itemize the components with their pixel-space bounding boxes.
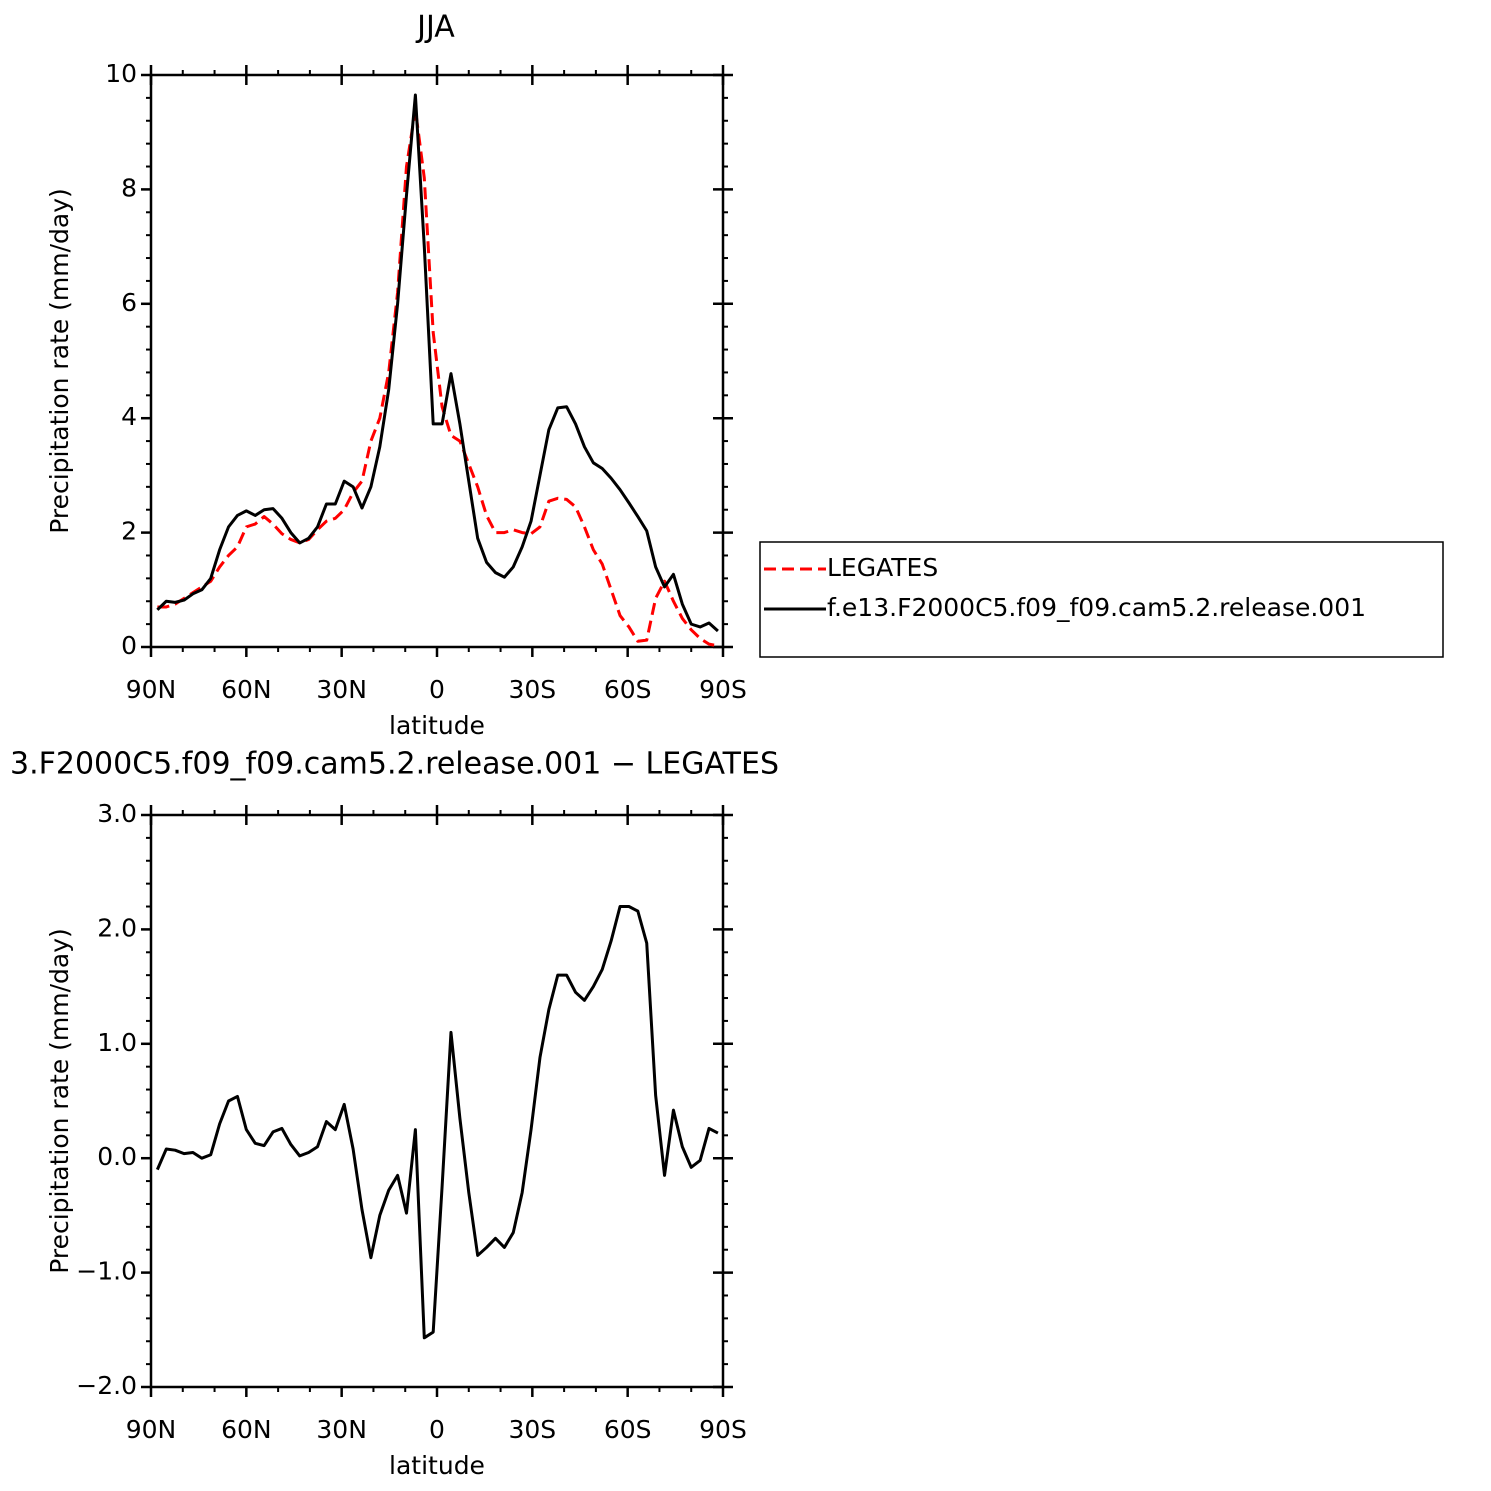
plot-frame: [149, 73, 725, 649]
x-tick-label: 90N: [126, 1415, 177, 1444]
legend-box: [759, 541, 1444, 658]
x-tick-label: 0: [429, 1415, 445, 1444]
data-line: [157, 107, 719, 648]
y-tick-label: 1.0: [97, 1028, 137, 1057]
x-axis-label: latitude: [389, 1451, 485, 1480]
legend-label: LEGATES: [827, 553, 938, 582]
x-tick-label: 30S: [508, 1415, 556, 1444]
x-tick-label: 30N: [316, 675, 367, 704]
x-axis-label: latitude: [389, 711, 485, 740]
x-tick-label: 60S: [604, 1415, 652, 1444]
x-tick-label: 30S: [508, 675, 556, 704]
y-tick-label: 2.0: [97, 913, 137, 942]
x-tick-label: 90N: [126, 675, 177, 704]
plot-frame: [149, 813, 725, 1389]
y-tick-label: −2.0: [76, 1371, 137, 1400]
y-tick-label: 6: [121, 288, 137, 317]
x-tick-label: 30N: [316, 1415, 367, 1444]
y-axis-label: Precipitation rate (mm/day): [45, 928, 74, 1274]
y-tick-label: 4: [121, 402, 137, 431]
y-tick-label: −1.0: [76, 1257, 137, 1286]
y-axis-label: Precipitation rate (mm/day): [45, 188, 74, 534]
y-tick-label: 8: [121, 173, 137, 202]
y-tick-label: 0.0: [97, 1142, 137, 1171]
y-tick-label: 2: [121, 517, 137, 546]
x-tick-label: 60N: [221, 675, 272, 704]
chart-title: JJA: [415, 10, 455, 45]
y-tick-label: 3.0: [97, 799, 137, 828]
x-tick-label: 60N: [221, 1415, 272, 1444]
data-line: [155, 905, 719, 1340]
chart-title: 3.F2000C5.f09_f09.cam5.2.release.001 − L…: [10, 747, 779, 782]
legend-label: f.e13.F2000C5.f09_f09.cam5.2.release.001: [827, 593, 1366, 622]
x-tick-label: 60S: [604, 675, 652, 704]
x-tick-label: 90S: [699, 675, 747, 704]
y-tick-label: 0: [121, 631, 137, 660]
x-tick-label: 90S: [699, 1415, 747, 1444]
data-line: [156, 93, 719, 633]
y-tick-label: 10: [105, 59, 137, 88]
x-tick-label: 0: [429, 675, 445, 704]
